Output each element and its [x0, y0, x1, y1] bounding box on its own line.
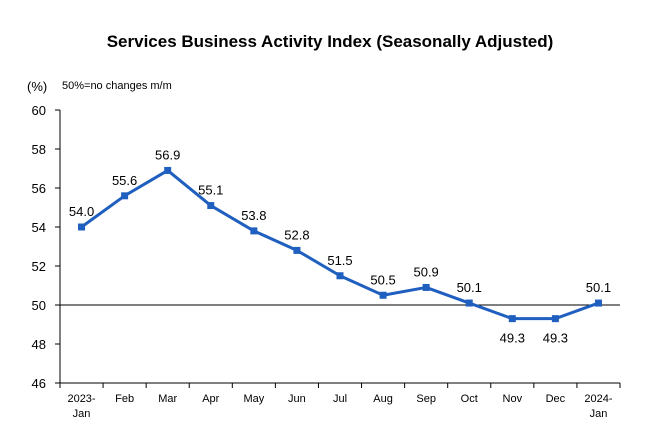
- data-point-marker: [78, 223, 86, 231]
- y-axis-unit-label: (%): [27, 79, 48, 94]
- data-point-marker: [508, 315, 516, 323]
- y-tick-label: 52: [32, 259, 46, 274]
- x-tick-label: Jun: [288, 393, 306, 405]
- data-label: 51.5: [327, 253, 352, 268]
- data-label: 55.1: [198, 183, 223, 198]
- data-point-marker: [250, 227, 258, 235]
- data-label: 50.5: [370, 272, 395, 287]
- data-label: 50.1: [457, 280, 482, 295]
- y-tick-label: 60: [32, 103, 46, 118]
- data-label: 49.3: [543, 331, 568, 346]
- x-tick-label: Jan: [590, 408, 608, 420]
- x-tick-label: Aug: [373, 393, 393, 405]
- data-point-marker: [422, 283, 430, 291]
- x-tick-label: Feb: [115, 393, 134, 405]
- data-label: 53.8: [241, 208, 266, 223]
- chart-title: Services Business Activity Index (Season…: [106, 32, 554, 51]
- x-tick-label: Jul: [333, 393, 347, 405]
- data-point-marker: [594, 299, 602, 307]
- data-label: 55.6: [112, 173, 137, 188]
- x-tick-label: Jan: [73, 408, 91, 420]
- data-point-marker: [293, 246, 301, 254]
- y-tick-label: 54: [32, 220, 46, 235]
- y-tick-label: 50: [32, 298, 46, 313]
- x-tick-label: May: [243, 393, 264, 405]
- x-tick-label: Mar: [158, 393, 177, 405]
- data-point-marker: [551, 315, 559, 323]
- x-tick-label: Apr: [202, 393, 219, 405]
- x-tick-label: 2024-: [584, 393, 612, 405]
- data-point-marker: [465, 299, 473, 307]
- reference-note: 50%=no changes m/m: [62, 80, 172, 92]
- x-tick-label: Dec: [546, 393, 566, 405]
- x-tick-label: Oct: [461, 393, 478, 405]
- data-label: 52.8: [284, 227, 309, 242]
- data-point-marker: [164, 166, 172, 174]
- x-tick-label: 2023-: [67, 393, 95, 405]
- x-tick-label: Nov: [503, 393, 523, 405]
- series-line: [80, 168, 599, 321]
- data-point-marker: [379, 291, 387, 299]
- data-point-marker: [336, 272, 344, 280]
- data-label: 50.1: [586, 280, 611, 295]
- data-label: 49.3: [500, 331, 525, 346]
- y-tick-label: 48: [32, 337, 46, 352]
- x-tick-label: Sep: [416, 393, 436, 405]
- y-tick-label: 46: [32, 376, 46, 391]
- y-tick-label: 56: [32, 181, 46, 196]
- data-point-marker: [121, 192, 129, 200]
- data-label: 54.0: [69, 204, 94, 219]
- data-point-marker: [207, 202, 215, 210]
- y-tick-label: 58: [32, 142, 46, 157]
- data-label: 50.9: [413, 264, 438, 279]
- data-label: 56.9: [155, 147, 180, 162]
